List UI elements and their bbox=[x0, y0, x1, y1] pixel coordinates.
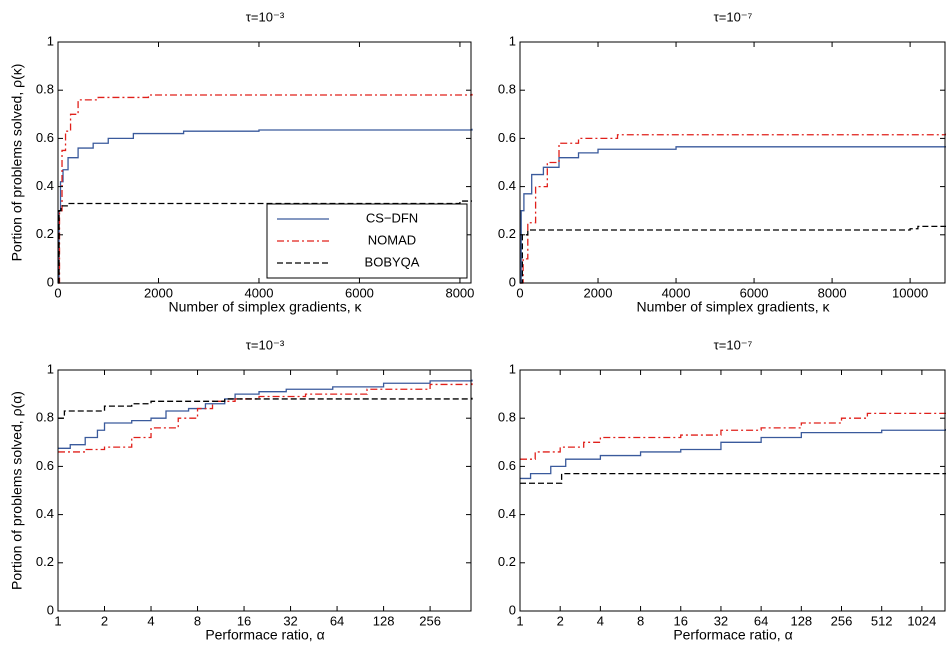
y-tick-label: 0.8 bbox=[498, 82, 516, 97]
y-tick-label: 0.8 bbox=[36, 82, 54, 97]
y-tick-label: 1 bbox=[509, 33, 516, 48]
y-tick-label: 0 bbox=[509, 602, 516, 617]
chart-title: τ=10⁻³ bbox=[246, 337, 285, 352]
y-tick-label: 0.6 bbox=[36, 130, 54, 145]
y-tick-label: 0.4 bbox=[36, 506, 54, 521]
y-tick-label: 1 bbox=[47, 33, 54, 48]
y-tick-label: 0.8 bbox=[36, 410, 54, 425]
x-tick-label: 6000 bbox=[740, 285, 769, 300]
series-line bbox=[58, 397, 473, 419]
x-tick-label: 8000 bbox=[445, 285, 474, 300]
x-tick-label: 4 bbox=[597, 613, 604, 628]
x-axis-label: Performace ratio, α bbox=[205, 627, 324, 643]
x-tick-label: 32 bbox=[714, 613, 728, 628]
chart-title: τ=10⁻⁷ bbox=[714, 9, 753, 24]
x-axis-label: Number of simplex gradients, κ bbox=[169, 299, 363, 315]
axis-box bbox=[57, 369, 472, 612]
axis-box bbox=[57, 41, 472, 284]
series-line bbox=[520, 429, 946, 480]
y-axis-label: Portion of problems solved, ρ(α) bbox=[9, 391, 25, 590]
x-tick-label: 256 bbox=[419, 613, 441, 628]
x-tick-label: 4000 bbox=[245, 285, 274, 300]
series-line bbox=[520, 412, 946, 460]
series-line bbox=[520, 225, 946, 284]
legend-box bbox=[266, 203, 468, 279]
y-tick-label: 0.2 bbox=[498, 226, 516, 241]
series-line bbox=[520, 146, 946, 284]
x-tick-label: 1 bbox=[54, 613, 61, 628]
axis-box bbox=[519, 369, 946, 612]
y-tick-label: 0.6 bbox=[498, 130, 516, 145]
y-tick-label: 1 bbox=[509, 361, 516, 376]
y-tick-label: 0 bbox=[509, 274, 516, 289]
plot-area bbox=[520, 370, 945, 611]
legend-label: NOMAD bbox=[368, 232, 416, 247]
y-tick-label: 0 bbox=[47, 274, 54, 289]
x-tick-label: 6000 bbox=[345, 285, 374, 300]
x-tick-label: 0 bbox=[516, 285, 523, 300]
series-line bbox=[520, 133, 946, 284]
y-tick-label: 0 bbox=[47, 602, 54, 617]
legend: CS−DFN NOMAD BOBYQA bbox=[266, 203, 468, 279]
x-tick-label: 2000 bbox=[584, 285, 613, 300]
y-tick-label: 0.4 bbox=[498, 178, 516, 193]
chart-title: τ=10⁻³ bbox=[246, 9, 285, 24]
x-tick-label: 4000 bbox=[662, 285, 691, 300]
y-tick-label: 0.2 bbox=[36, 554, 54, 569]
y-tick-label: 0.4 bbox=[498, 506, 516, 521]
series-line bbox=[520, 472, 946, 484]
x-tick-label: 256 bbox=[831, 613, 853, 628]
x-tick-label: 8 bbox=[194, 613, 201, 628]
x-tick-label: 32 bbox=[283, 613, 297, 628]
x-tick-label: 16 bbox=[674, 613, 688, 628]
x-tick-label: 10000 bbox=[892, 285, 928, 300]
x-tick-label: 2 bbox=[101, 613, 108, 628]
y-tick-label: 1 bbox=[47, 361, 54, 376]
x-tick-label: 16 bbox=[237, 613, 251, 628]
x-tick-label: 1 bbox=[516, 613, 523, 628]
y-axis-label: Portion of problems solved, ρ(κ) bbox=[9, 64, 25, 262]
x-tick-label: 2000 bbox=[144, 285, 173, 300]
y-tick-label: 0.6 bbox=[498, 458, 516, 473]
y-tick-label: 0.8 bbox=[498, 410, 516, 425]
x-tick-label: 64 bbox=[754, 613, 768, 628]
x-tick-label: 512 bbox=[871, 613, 893, 628]
axis-box bbox=[519, 41, 946, 284]
x-tick-label: 2 bbox=[557, 613, 564, 628]
x-tick-label: 64 bbox=[330, 613, 344, 628]
y-tick-label: 0.2 bbox=[498, 554, 516, 569]
x-tick-label: 0 bbox=[54, 285, 61, 300]
plot-area bbox=[520, 42, 945, 283]
series-line bbox=[58, 383, 473, 453]
plot-area bbox=[58, 370, 471, 611]
y-tick-label: 0.4 bbox=[36, 178, 54, 193]
legend-label: BOBYQA bbox=[365, 254, 420, 269]
y-tick-label: 0.6 bbox=[36, 458, 54, 473]
x-tick-label: 4 bbox=[147, 613, 154, 628]
legend-label: CS−DFN bbox=[366, 210, 418, 225]
x-tick-label: 128 bbox=[790, 613, 812, 628]
x-tick-label: 8000 bbox=[818, 285, 847, 300]
y-tick-label: 0.2 bbox=[36, 226, 54, 241]
x-axis-label: Number of simplex gradients, κ bbox=[637, 299, 831, 315]
series-line bbox=[58, 128, 473, 284]
x-tick-label: 1024 bbox=[907, 613, 936, 628]
x-tick-label: 128 bbox=[373, 613, 395, 628]
chart-title: τ=10⁻⁷ bbox=[714, 337, 753, 352]
x-axis-label: Performace ratio, α bbox=[673, 627, 792, 643]
series-line bbox=[58, 200, 472, 284]
x-tick-label: 8 bbox=[637, 613, 644, 628]
